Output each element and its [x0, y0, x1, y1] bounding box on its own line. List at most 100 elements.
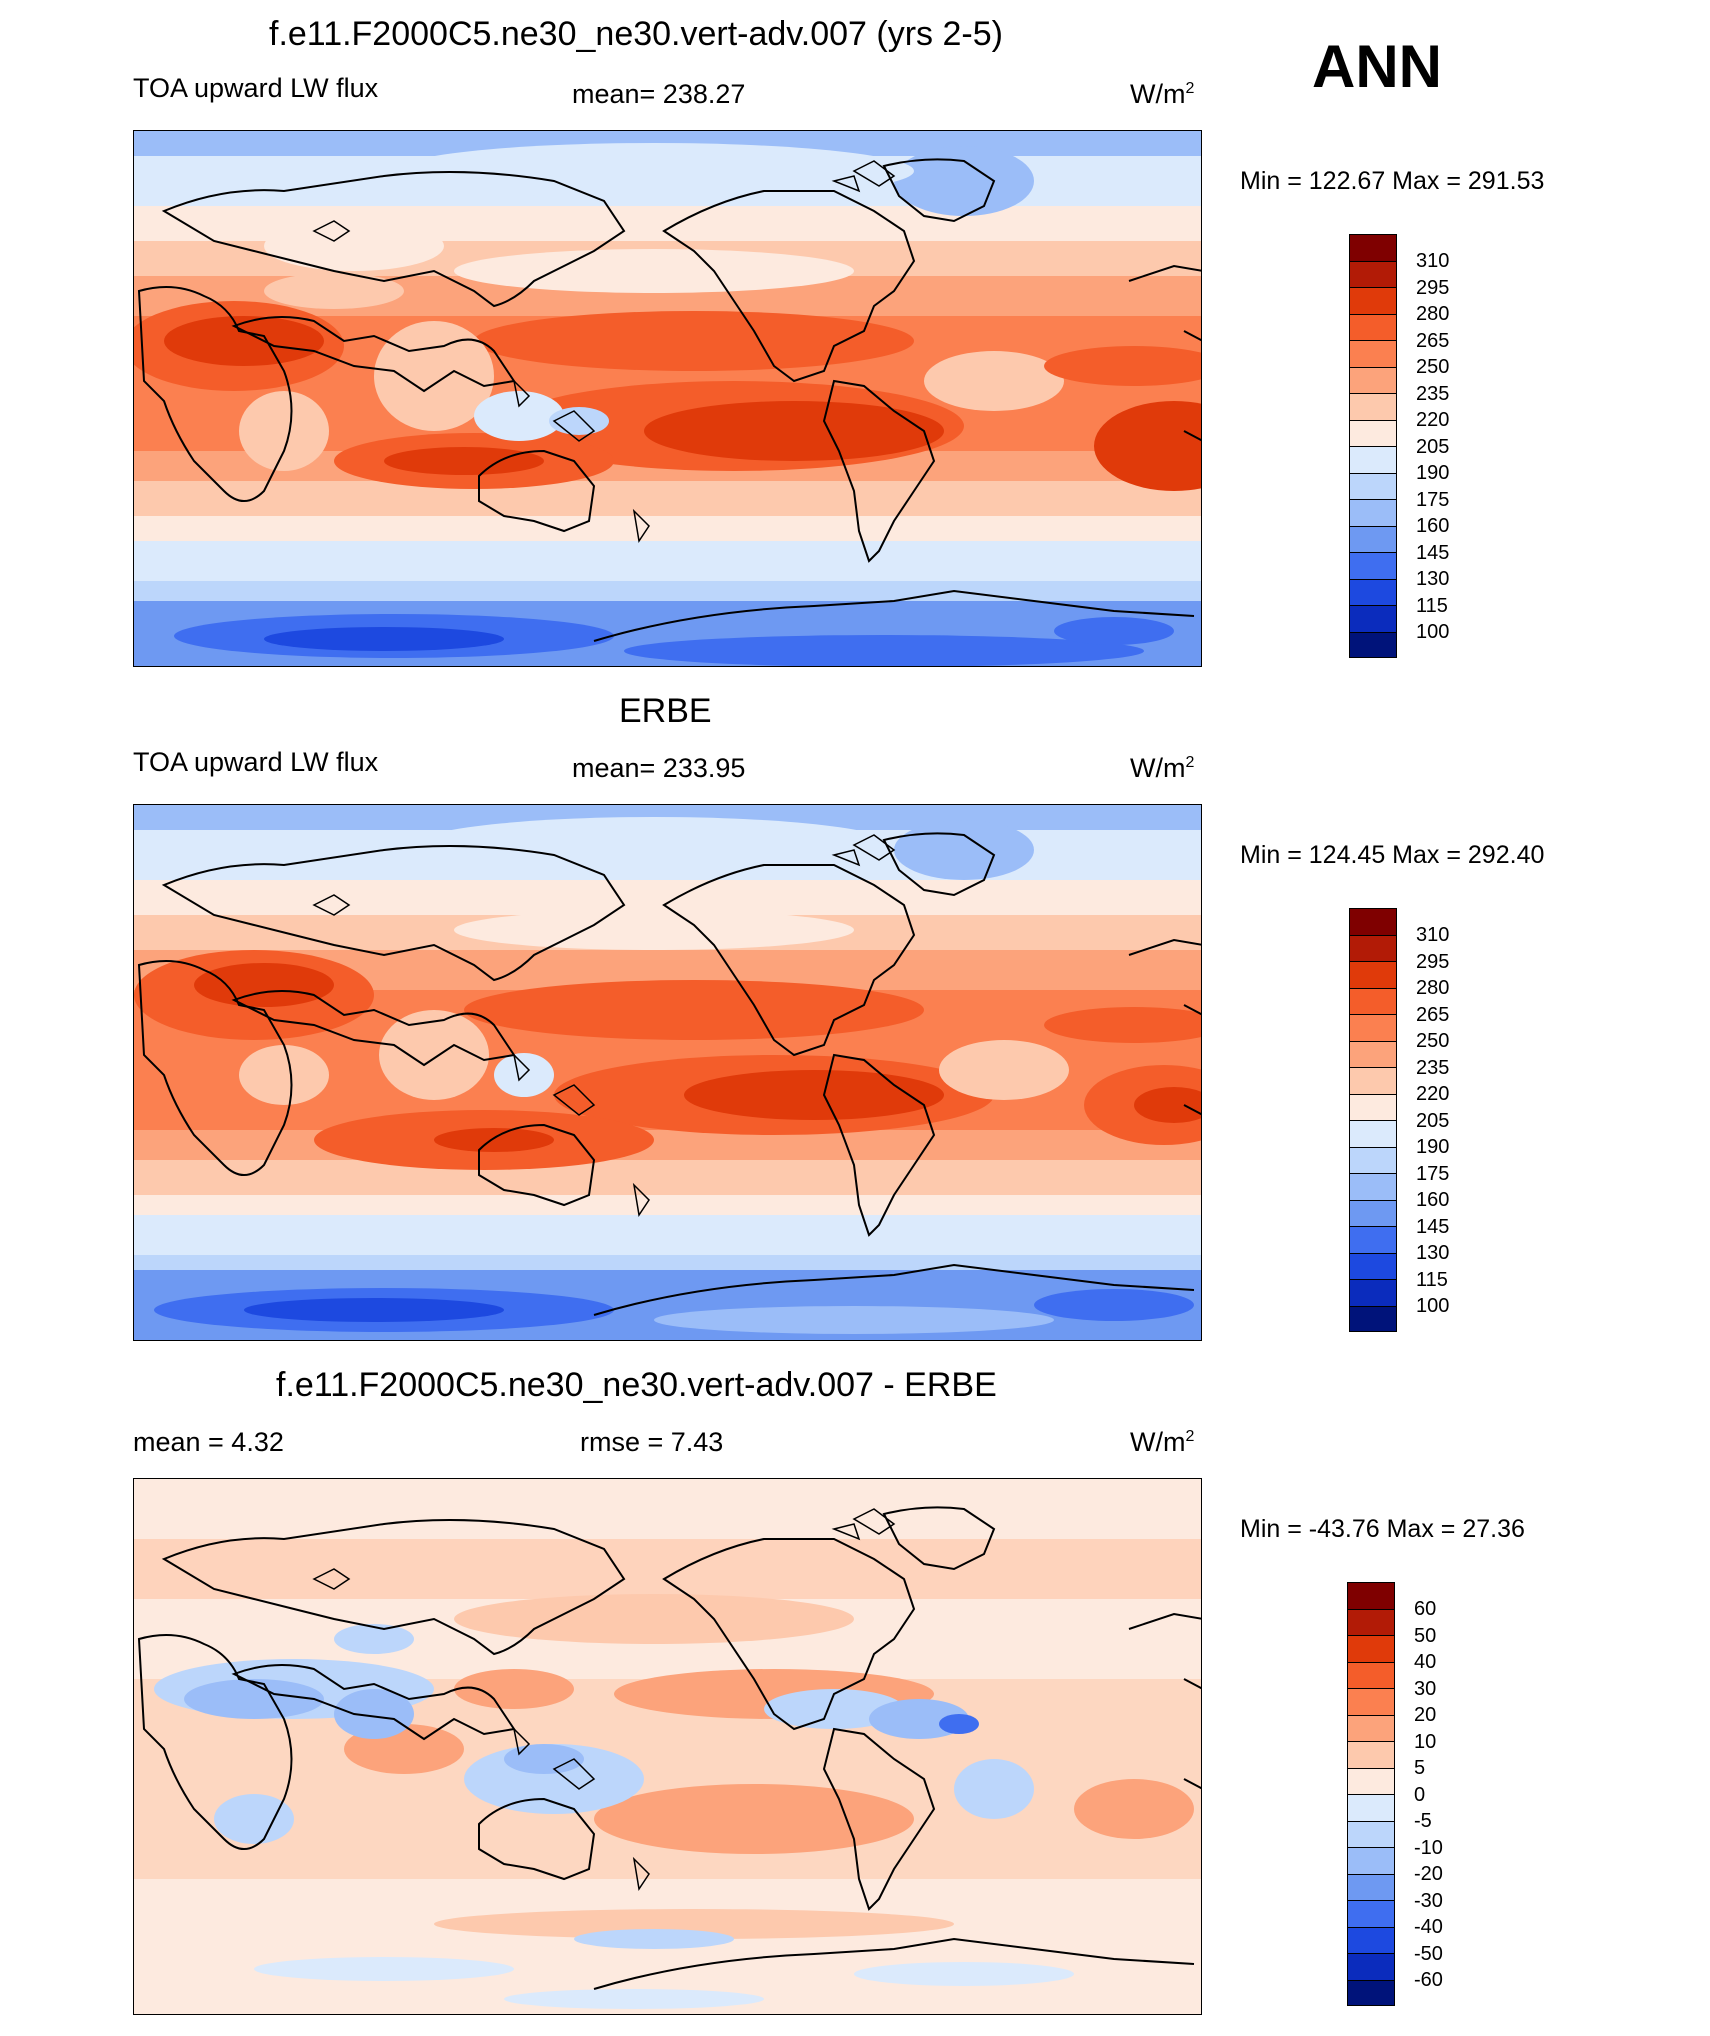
- colorbar-cell: [1349, 499, 1397, 526]
- colorbar-label: 235: [1416, 1056, 1450, 1079]
- minmax-label-model: Min = 122.67 Max = 291.53: [1240, 167, 1545, 195]
- units-label-obs: W/m2: [1130, 753, 1195, 783]
- colorbar-cell: [1347, 1926, 1395, 1953]
- colorbar-cell: [1347, 1820, 1395, 1847]
- panel-left-label-model: TOA upward LW flux: [133, 73, 379, 103]
- colorbar-cell: [1347, 1847, 1395, 1874]
- colorbar-cell: [1349, 1173, 1397, 1200]
- colorbar-label: 5: [1414, 1757, 1426, 1779]
- panel-mean-label-model: mean= 238.27: [572, 79, 746, 109]
- colorbar-label: 265: [1416, 329, 1450, 352]
- colorbar-label: 10: [1414, 1730, 1437, 1753]
- map-model: [133, 130, 1202, 667]
- colorbar-cell: [1349, 1305, 1397, 1332]
- colorbar-label: 145: [1416, 1215, 1450, 1238]
- colorbar-cell: [1349, 525, 1397, 552]
- colorbar-cell: [1347, 1979, 1395, 2006]
- colorbar-label: 100: [1416, 1295, 1450, 1317]
- colorbar-cell: [1347, 1608, 1395, 1635]
- colorbar-cell: [1347, 1767, 1395, 1794]
- colorbar-cell: [1349, 1226, 1397, 1253]
- colorbar-label: 30: [1414, 1677, 1437, 1700]
- colorbar-cell: [1347, 1953, 1395, 1980]
- colorbar-label: 160: [1416, 1189, 1450, 1211]
- colorbar-label: 50: [1414, 1624, 1437, 1647]
- colorbar-label: 100: [1416, 621, 1450, 643]
- colorbar-cell: [1349, 1040, 1397, 1067]
- colorbar-cell: [1349, 1120, 1397, 1147]
- colorbar-label: -60: [1414, 1969, 1443, 1991]
- colorbar-label: -30: [1414, 1889, 1443, 1912]
- colorbar-cell: [1349, 552, 1397, 579]
- colorbar-cell: [1349, 393, 1397, 420]
- colorbar-label: 310: [1416, 924, 1450, 946]
- colorbar-label: 175: [1416, 488, 1450, 511]
- colorbar-label: 175: [1416, 1162, 1450, 1185]
- colorbar-cell: [1349, 1146, 1397, 1173]
- colorbar-label: 190: [1416, 1136, 1450, 1158]
- colorbar-label: -10: [1414, 1836, 1443, 1859]
- colorbar-cell: [1349, 446, 1397, 473]
- colorbar-cell: [1349, 287, 1397, 314]
- colorbar-cell: [1349, 987, 1397, 1014]
- colorbar-label: -5: [1414, 1810, 1432, 1832]
- map-obs: [133, 804, 1202, 1341]
- colorbar-label: 250: [1416, 1030, 1450, 1052]
- colorbar-label: 190: [1416, 462, 1450, 484]
- panel-mean-label-diff: mean = 4.32: [133, 1427, 284, 1457]
- colorbar-cell: [1349, 472, 1397, 499]
- colorbar-cell: [1349, 419, 1397, 446]
- colorbar-label: 280: [1416, 303, 1450, 325]
- minmax-label-obs: Min = 124.45 Max = 292.40: [1240, 841, 1545, 869]
- colorbar-cell: [1349, 934, 1397, 961]
- colorbar-label: 130: [1416, 568, 1450, 590]
- colorbar-label: 220: [1416, 1083, 1450, 1105]
- colorbar-label: 250: [1416, 356, 1450, 378]
- colorbar-label: -20: [1414, 1863, 1443, 1885]
- units-label-model: W/m2: [1130, 79, 1195, 109]
- colorbar-cell: [1347, 1688, 1395, 1715]
- colorbar-cell: [1349, 260, 1397, 287]
- minmax-label-diff: Min = -43.76 Max = 27.36: [1240, 1515, 1525, 1543]
- colorbar-label: 60: [1414, 1598, 1437, 1620]
- colorbar-cell: [1349, 1252, 1397, 1279]
- colorbar-cell: [1349, 366, 1397, 393]
- panel-title-diff: f.e11.F2000C5.ne30_ne30.vert-adv.007 - E…: [276, 1366, 997, 1404]
- colorbar-label: 295: [1416, 950, 1450, 973]
- colorbar-cell: [1347, 1714, 1395, 1741]
- colorbar-cell: [1347, 1794, 1395, 1821]
- colorbar-label: 205: [1416, 1109, 1450, 1132]
- colorbar-cell: [1347, 1873, 1395, 1900]
- colorbar-cell: [1349, 1093, 1397, 1120]
- colorbar-cell: [1349, 908, 1397, 935]
- colorbar-cell: [1347, 1635, 1395, 1662]
- panel-rmse-label-diff: rmse = 7.43: [580, 1427, 724, 1457]
- colorbar-cell: [1349, 1014, 1397, 1041]
- panel-title-model: f.e11.F2000C5.ne30_ne30.vert-adv.007 (yr…: [269, 15, 1003, 53]
- panel-title-obs: ERBE: [619, 692, 712, 730]
- colorbar-label: -50: [1414, 1942, 1443, 1965]
- colorbar-cell: [1349, 1067, 1397, 1094]
- colorbar-cell: [1347, 1741, 1395, 1768]
- colorbar-cell: [1349, 1199, 1397, 1226]
- colorbar-label: 115: [1416, 1268, 1448, 1291]
- colorbar-label: 0: [1414, 1783, 1426, 1806]
- panel-left-label-obs: TOA upward LW flux: [133, 747, 379, 777]
- colorbar-cell: [1349, 340, 1397, 367]
- colorbar-cell: [1347, 1900, 1395, 1927]
- colorbar-label: 235: [1416, 382, 1450, 405]
- colorbar-cell: [1347, 1661, 1395, 1688]
- colorbar-cell: [1349, 313, 1397, 340]
- colorbar-label: 220: [1416, 409, 1450, 431]
- colorbar-cell: [1349, 578, 1397, 605]
- colorbar-label: 20: [1414, 1704, 1437, 1726]
- colorbar-label: 130: [1416, 1242, 1450, 1264]
- colorbar-label: 205: [1416, 435, 1450, 458]
- colorbar-label: 280: [1416, 977, 1450, 999]
- colorbar-cell: [1349, 1279, 1397, 1306]
- colorbar-cell: [1349, 961, 1397, 988]
- colorbar-label: 295: [1416, 276, 1450, 299]
- colorbar-label: 145: [1416, 541, 1450, 564]
- colorbar-label: 310: [1416, 250, 1450, 272]
- colorbar-label: 40: [1414, 1651, 1437, 1673]
